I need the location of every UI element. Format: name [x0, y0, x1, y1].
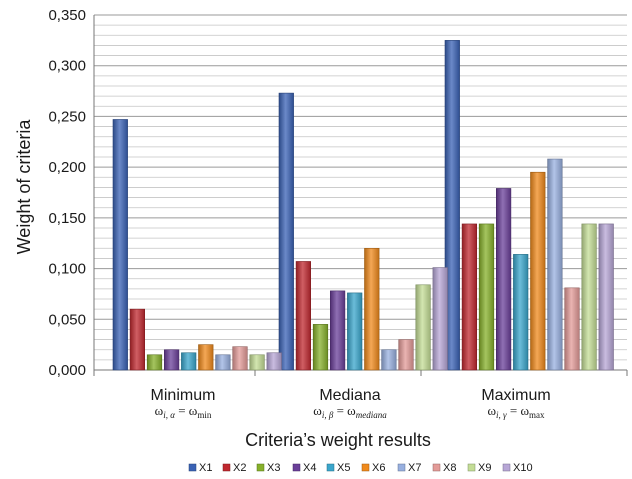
- bar-x3-mediana: [312, 324, 329, 371]
- y-tick-label: 0,250: [48, 108, 86, 125]
- legend-swatch: [502, 463, 511, 472]
- bar-x2-minimum: [129, 308, 146, 371]
- y-tick-label: 0,200: [48, 159, 86, 176]
- x-axis-title: Criteria’s weight results: [245, 430, 431, 450]
- bar-x6-maximum: [530, 171, 546, 371]
- legend-swatch: [256, 463, 265, 472]
- legend-label: X10: [513, 462, 533, 474]
- bar-x2-maximum: [461, 223, 478, 371]
- legend-swatch: [467, 463, 476, 472]
- legend-swatch: [361, 463, 370, 472]
- legend-swatch: [292, 463, 301, 472]
- bar-x4-minimum: [164, 349, 180, 371]
- bar-x1-minimum: [112, 119, 128, 371]
- category-label: Maximum: [481, 387, 550, 404]
- bar-x9-mediana: [415, 284, 431, 371]
- legend-label: X9: [478, 462, 491, 474]
- bar-x2-mediana: [295, 261, 312, 371]
- y-tick-label: 0,000: [48, 362, 86, 379]
- bar-x10-maximum: [598, 223, 614, 371]
- bar-x7-mediana: [381, 349, 397, 371]
- y-tick-labels: 0,000 0,050 0,100 0,150 0,200 0,250 0,300 0,350: [48, 7, 86, 379]
- bar-x8-maximum: [564, 287, 580, 371]
- bar-x1-maximum: [444, 40, 460, 371]
- y-tick-label: 0,300: [48, 58, 86, 75]
- legend-label: X8: [443, 462, 456, 474]
- legend-label: X4: [303, 462, 316, 474]
- y-tick-label: 0,050: [48, 311, 86, 328]
- legend-swatch: [326, 463, 335, 472]
- y-axis-title: Weight of criteria: [14, 119, 34, 255]
- bar-x9-minimum: [249, 354, 265, 371]
- category-formula: ωi, β = ωmediana: [313, 403, 387, 420]
- bar-x7-minimum: [215, 354, 231, 371]
- bar-x4-mediana: [329, 290, 346, 371]
- bar-x7-maximum: [547, 158, 563, 371]
- category-label: Mediana: [319, 387, 380, 404]
- legend: X1 X2 X3 X4 X5 X6 X7 X8 X9 X10: [188, 462, 533, 474]
- legend-swatch: [432, 463, 441, 472]
- category-formula: ωi, α = ωmin: [155, 403, 212, 420]
- legend-label: X3: [267, 462, 280, 474]
- legend-swatch: [188, 463, 197, 472]
- bar-x1-mediana: [278, 92, 294, 371]
- bar-x3-maximum: [478, 223, 495, 371]
- y-tick-label: 0,350: [48, 7, 86, 24]
- legend-swatch: [222, 463, 231, 472]
- bar-x8-minimum: [232, 346, 248, 371]
- legend-label: X1: [199, 462, 212, 474]
- legend-label: X5: [337, 462, 350, 474]
- bar-x3-minimum: [146, 354, 163, 371]
- bar-x4-maximum: [495, 188, 512, 371]
- legend-swatch: [397, 463, 406, 472]
- y-tick-label: 0,150: [48, 210, 86, 227]
- bars: [112, 40, 614, 371]
- y-tick-label: 0,100: [48, 261, 86, 278]
- bar-x8-mediana: [398, 339, 414, 371]
- category-label: Minimum: [151, 387, 216, 404]
- bar-x9-maximum: [581, 223, 597, 371]
- legend-label: X7: [408, 462, 421, 474]
- bar-x10-mediana: [432, 267, 448, 371]
- legend-label: X2: [233, 462, 246, 474]
- legend-label: X6: [372, 462, 385, 474]
- bar-x5-maximum: [513, 254, 529, 371]
- bar-x5-mediana: [347, 292, 363, 371]
- category-formula: ωi, γ = ωmax: [487, 403, 545, 420]
- bar-x6-minimum: [198, 344, 214, 371]
- bar-x6-mediana: [364, 247, 380, 371]
- bar-x10-minimum: [266, 352, 282, 371]
- bar-x5-minimum: [181, 352, 197, 371]
